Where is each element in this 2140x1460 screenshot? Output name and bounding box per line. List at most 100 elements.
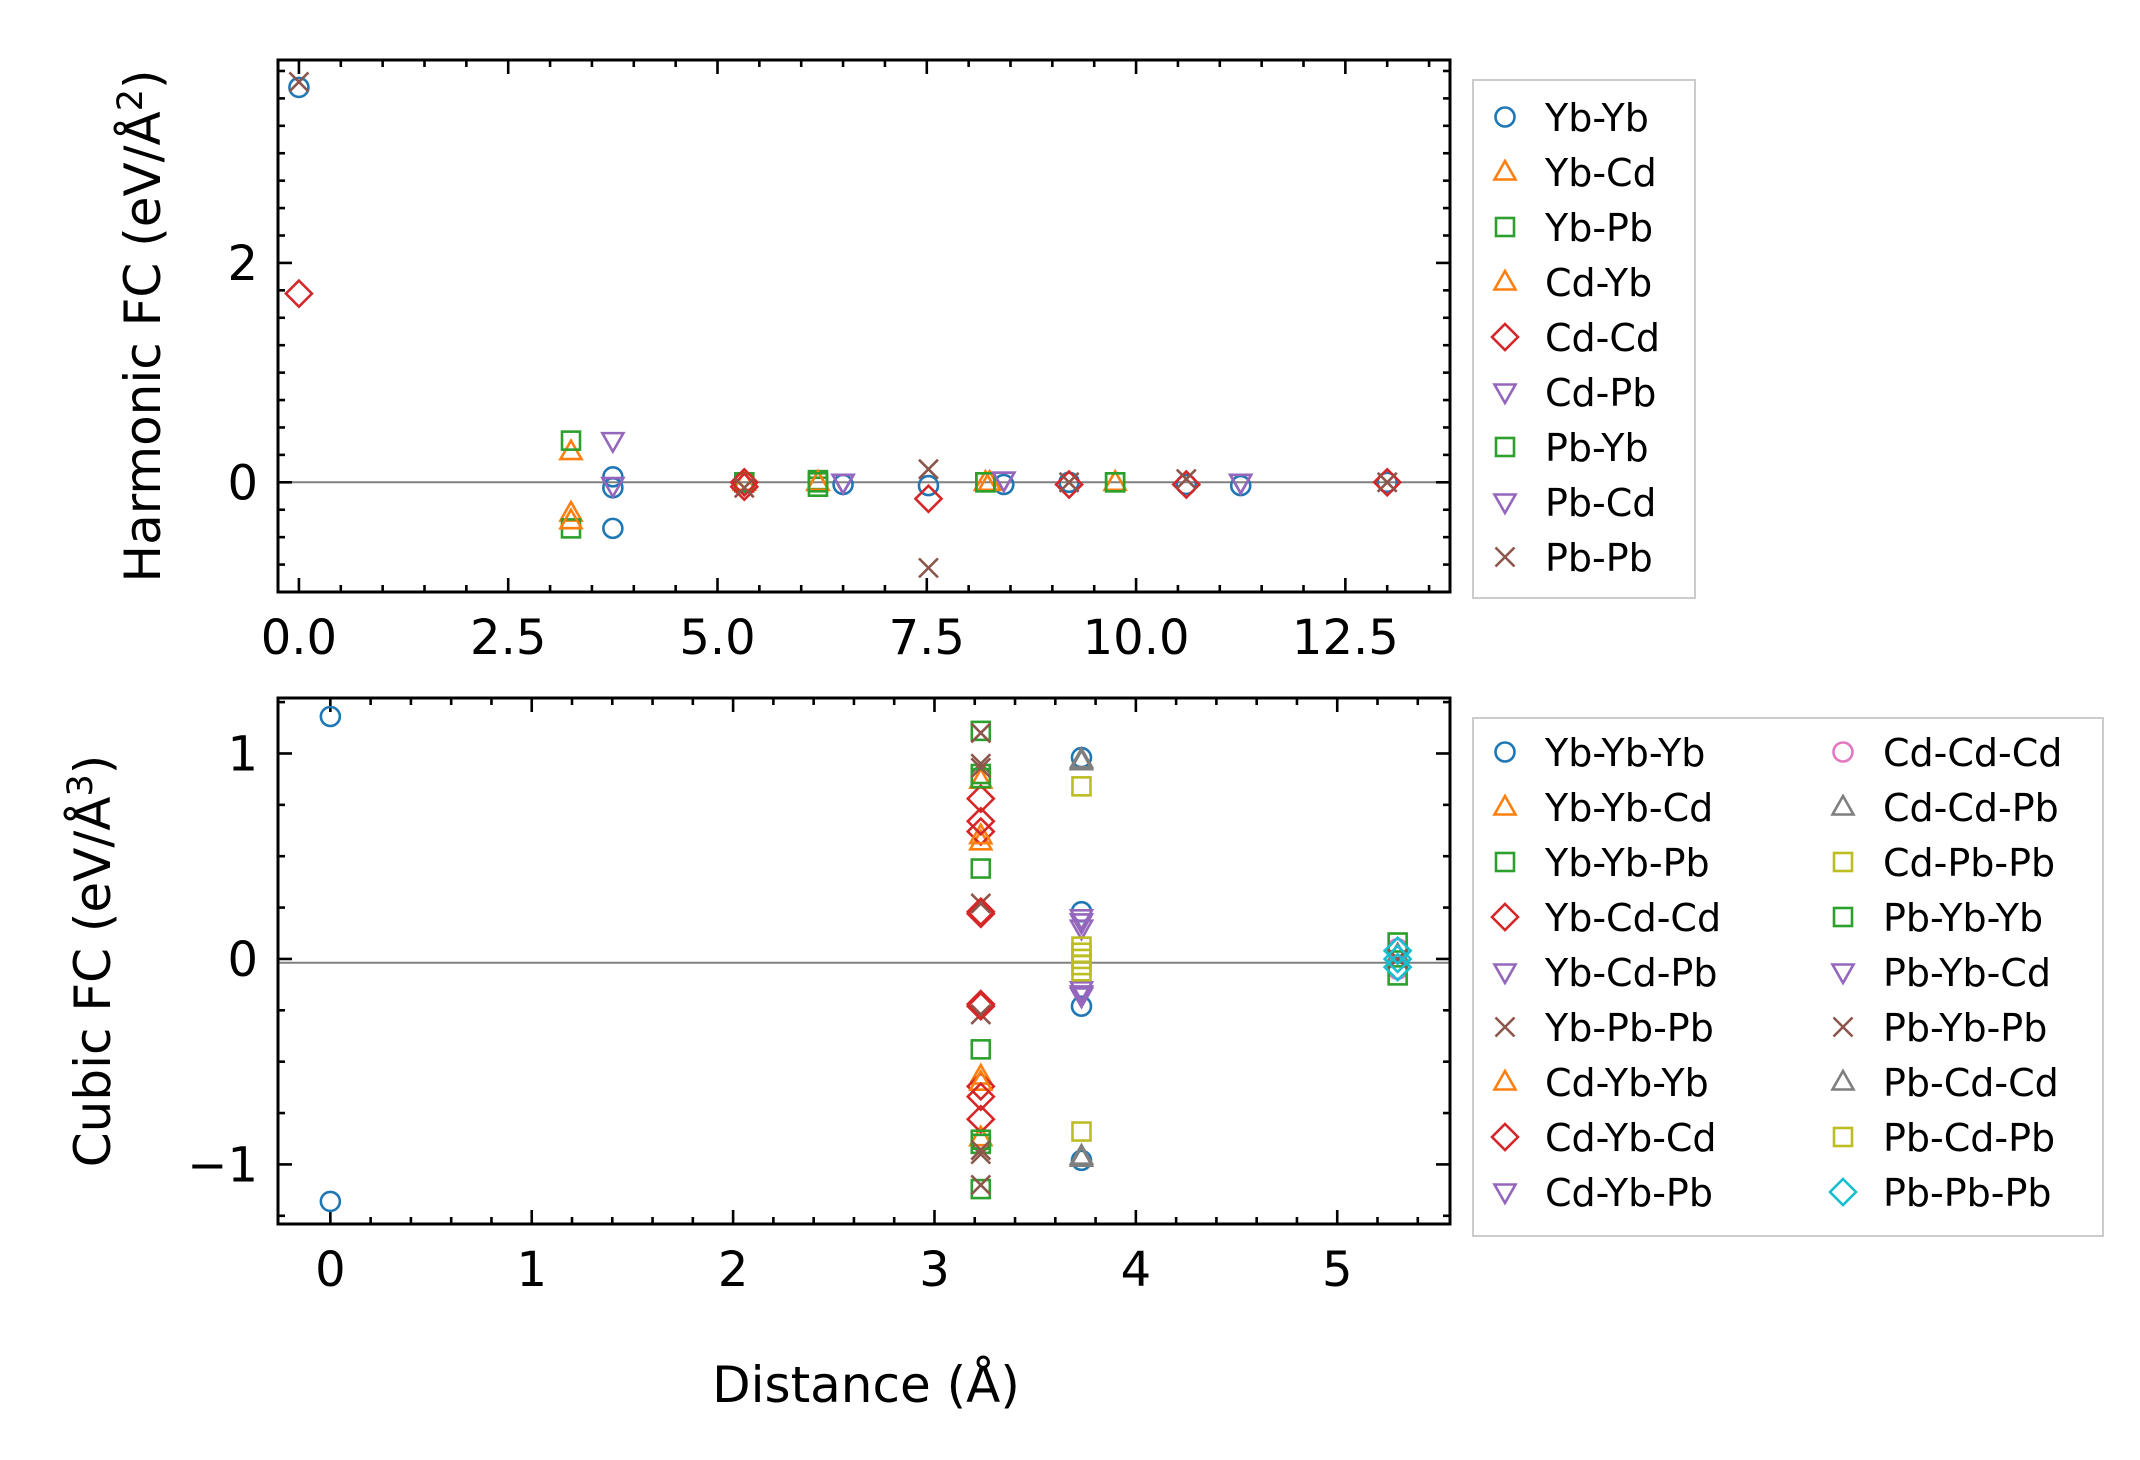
harmonic-point-pb-cd bbox=[991, 471, 1017, 494]
cubic-y-tick-label: 1 bbox=[227, 726, 258, 782]
cubic-legend-label: Cd-Pb-Pb bbox=[1883, 841, 2055, 885]
harmonic-legend-marker-yb-cd bbox=[1492, 158, 1518, 181]
cubic-legend-label: Pb-Cd-Cd bbox=[1883, 1061, 2059, 1105]
harmonic-y-tick-label: 0 bbox=[227, 455, 258, 511]
cubic-data-points bbox=[319, 705, 1413, 1213]
harmonic-point-yb-pb bbox=[560, 430, 582, 451]
cubic-legend-marker-yb-pb-pb bbox=[1494, 1016, 1516, 1038]
harmonic-legend-label: Yb-Yb bbox=[1544, 96, 1649, 140]
cubic-point-cd-yb-pb bbox=[1068, 919, 1095, 942]
cubic-x-tick-label: 3 bbox=[919, 1242, 950, 1298]
cubic-legend-marker-yb-yb-pb bbox=[1494, 851, 1516, 873]
cubic-legend-marker-cd-yb-cd bbox=[1490, 1122, 1520, 1152]
cubic-y-axis-label: Cubic FC (eV/Å3) bbox=[61, 755, 122, 1168]
cubic-legend-label: Yb-Cd-Pb bbox=[1544, 951, 1717, 995]
harmonic-point-cd-pb bbox=[600, 476, 626, 500]
cubic-legend-marker-pb-pb-pb bbox=[1828, 1177, 1858, 1207]
cubic-legend-marker-cd-yb-pb bbox=[1492, 1183, 1518, 1206]
cubic-legend-marker-pb-yb-yb bbox=[1832, 906, 1854, 928]
cubic-point-pb-yb-yb bbox=[1387, 965, 1408, 986]
cubic-point-pb-cd-pb bbox=[1071, 942, 1092, 964]
harmonic-legend-label: Pb-Pb bbox=[1545, 536, 1653, 580]
harmonic-panel: 0.0 2.5 5.0 7.5 10.0 12.5 0 2 Harmonic FC (eV/Å… bbox=[111, 58, 1696, 666]
harmonic-legend-marker-cd-yb bbox=[1492, 268, 1518, 291]
harmonic-y-tick-label: 2 bbox=[227, 236, 258, 292]
harmonic-point-pb-pb bbox=[288, 71, 310, 93]
cubic-legend-marker-cd-yb-yb bbox=[1492, 1068, 1518, 1091]
cubic-legend-marker-cd-pb-pb bbox=[1832, 851, 1854, 873]
harmonic-x-tick-label: 12.5 bbox=[1292, 610, 1399, 666]
cubic-legend-marker-cd-cd-pb bbox=[1830, 793, 1856, 816]
cubic-point-pb-yb-pb bbox=[970, 757, 992, 779]
cubic-point-yb-cd-cd bbox=[965, 783, 996, 814]
cubic-legend-label: Cd-Yb-Cd bbox=[1545, 1116, 1717, 1160]
harmonic-point-cd-yb bbox=[558, 507, 584, 530]
harmonic-point-cd-pb bbox=[600, 431, 626, 455]
cubic-legend-label: Yb-Yb-Yb bbox=[1544, 731, 1705, 775]
cubic-point-cd-yb-pb bbox=[1068, 980, 1095, 1004]
cubic-legend-label: Cd-Cd-Pb bbox=[1883, 786, 2059, 830]
cubic-point-cd-yb-yb bbox=[968, 822, 994, 845]
harmonic-legend-marker-pb-yb bbox=[1494, 436, 1516, 458]
cubic-x-tick-label: 5 bbox=[1322, 1242, 1353, 1298]
cubic-point-pb-yb-cd bbox=[1068, 987, 1095, 1010]
cubic-point-yb-pb-pb bbox=[970, 722, 992, 744]
cubic-x-tick-label: 4 bbox=[1121, 1242, 1152, 1298]
x-axis-label: Distance (Å) bbox=[712, 1356, 1020, 1414]
harmonic-legend-entries: Yb-Yb Yb-Cd Yb-Pb Cd-Yb Cd-Cd Cd-Pb Pb-Yb Pb-Cd… bbox=[1490, 96, 1660, 580]
cubic-axes-frame bbox=[276, 696, 1452, 1226]
harmonic-point-pb-pb bbox=[1376, 471, 1398, 493]
cubic-point-cd-pb-pb bbox=[1071, 776, 1092, 797]
harmonic-point-cd-cd bbox=[1171, 469, 1202, 500]
harmonic-point-pb-yb bbox=[1104, 472, 1126, 493]
harmonic-point-cd-yb bbox=[805, 468, 831, 492]
harmonic-legend-marker-yb-yb bbox=[1494, 106, 1516, 128]
cubic-point-pb-cd-pb bbox=[1071, 954, 1092, 976]
cubic-legend-label: Cd-Yb-Yb bbox=[1545, 1061, 1709, 1105]
cubic-x-tick-label: 0 bbox=[315, 1242, 346, 1298]
cubic-point-yb-yb-pb bbox=[970, 1039, 992, 1060]
cubic-panel: 0 1 2 3 4 5−101 Cubic FC (eV/Å3) Yb-Yb-YbYb-Y… bbox=[61, 696, 2104, 1298]
cubic-point-cd-yb-cd bbox=[965, 806, 996, 837]
harmonic-legend-label: Cd-Yb bbox=[1545, 261, 1652, 305]
cubic-point-pb-cd-cd bbox=[1068, 748, 1095, 771]
cubic-point-pb-yb-cd bbox=[1068, 913, 1095, 936]
harmonic-point-cd-cd bbox=[913, 483, 944, 514]
harmonic-legend-frame bbox=[1472, 79, 1696, 599]
cubic-point-cd-yb-cd bbox=[965, 896, 996, 927]
cubic-point-cd-yb-cd bbox=[965, 1081, 996, 1112]
harmonic-point-cd-cd bbox=[284, 278, 314, 309]
harmonic-x-tick-label: 0.0 bbox=[261, 610, 337, 666]
cubic-point-yb-cd-cd bbox=[965, 989, 996, 1019]
harmonic-point-pb-pb bbox=[1175, 468, 1197, 490]
cubic-point-yb-cd-cd bbox=[965, 1071, 996, 1102]
cubic-legend-label: Pb-Yb-Cd bbox=[1883, 951, 2051, 995]
harmonic-point-pb-yb bbox=[975, 472, 996, 493]
cubic-point-pb-cd-cd bbox=[1068, 1142, 1095, 1165]
harmonic-point-pb-pb bbox=[1058, 471, 1080, 493]
harmonic-point-yb-yb bbox=[288, 76, 310, 99]
cubic-x-tick-label: 1 bbox=[516, 1242, 547, 1298]
cubic-point-pb-yb-yb bbox=[1387, 932, 1408, 953]
cubic-legend-marker-pb-yb-cd bbox=[1830, 963, 1856, 986]
harmonic-legend-marker-cd-pb bbox=[1492, 383, 1518, 406]
cubic-point-pb-pb-pb bbox=[1382, 952, 1413, 983]
cubic-point-yb-pb-pb bbox=[970, 893, 992, 914]
cubic-point-cd-yb-yb bbox=[968, 1068, 994, 1092]
cubic-point-yb-yb-pb bbox=[970, 720, 992, 742]
cubic-point-cd-pb-pb bbox=[1071, 1121, 1092, 1142]
cubic-tick-labels: 0 1 2 3 4 5 −1 0 1 bbox=[187, 726, 1352, 1298]
cubic-legend-marker-pb-yb-pb bbox=[1832, 1016, 1854, 1038]
harmonic-legend-marker-pb-pb bbox=[1494, 546, 1516, 568]
cubic-legend-label: Cd-Yb-Pb bbox=[1545, 1171, 1713, 1215]
harmonic-legend-label: Pb-Cd bbox=[1545, 481, 1656, 525]
harmonic-legend-marker-yb-pb bbox=[1494, 216, 1516, 238]
harmonic-point-cd-cd bbox=[1054, 469, 1084, 500]
harmonic-x-tick-label: 5.0 bbox=[679, 610, 755, 666]
cubic-legend-marker-yb-yb-cd bbox=[1492, 793, 1518, 816]
harmonic-x-tick-label: 7.5 bbox=[889, 610, 965, 666]
harmonic-legend-marker-pb-cd bbox=[1492, 493, 1518, 516]
cubic-legend-marker-cd-cd-cd bbox=[1832, 741, 1854, 763]
cubic-x-tick-label: 2 bbox=[718, 1242, 749, 1298]
